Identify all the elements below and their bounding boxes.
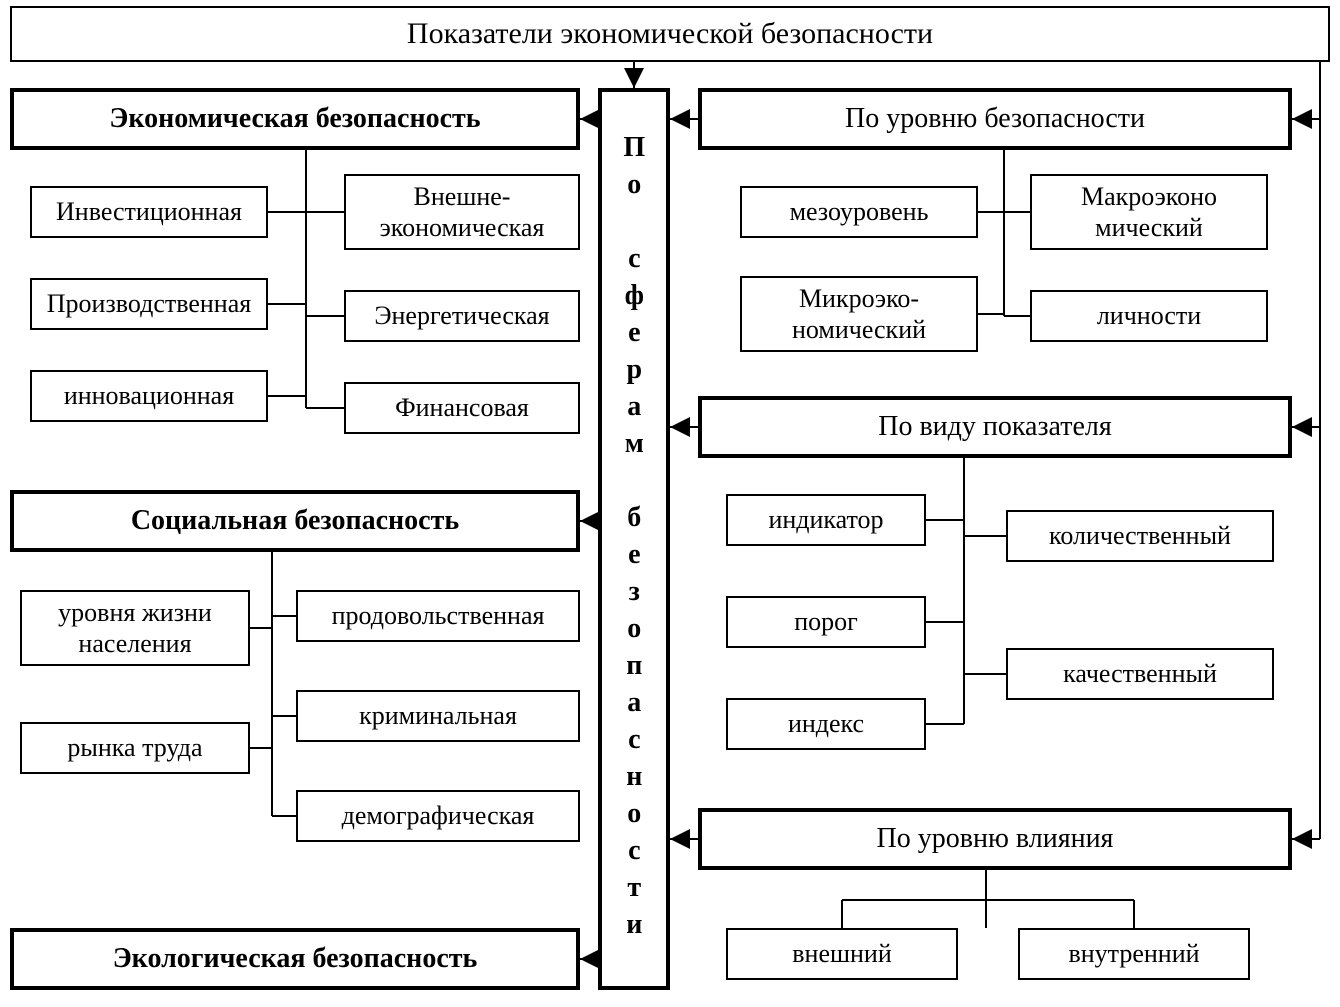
node-macro: Макроэконо мический <box>1030 174 1268 250</box>
node-index: индекс <box>726 698 926 750</box>
node-social: Социальная безопасность <box>10 490 580 552</box>
node-eco: Экологическая безопасность <box>10 928 580 990</box>
node-econ: Экономическая безопасность <box>10 88 580 150</box>
node-title: Показатели экономической безопасности <box>10 6 1330 62</box>
node-energy: Энергетическая <box>344 290 580 342</box>
node-internal: внутренний <box>1018 928 1250 980</box>
node-demo: демографическая <box>296 790 580 842</box>
node-influence: По уровню влияния <box>698 808 1292 870</box>
node-innov: инновационная <box>30 370 268 422</box>
node-external: внешний <box>726 928 958 980</box>
node-finance: Финансовая <box>344 382 580 434</box>
node-foreign: Внешне- экономическая <box>344 174 580 250</box>
node-micro: Микроэко- номический <box>740 276 978 352</box>
node-person: личности <box>1030 290 1268 342</box>
node-living: уровня жизни населения <box>20 590 250 666</box>
node-meso: мезоуровень <box>740 186 978 238</box>
node-prod: Производственная <box>30 278 268 330</box>
node-crime: криминальная <box>296 690 580 742</box>
node-threshold: порог <box>726 596 926 648</box>
node-invest: Инвестиционная <box>30 186 268 238</box>
node-level: По уровню безопасности <box>698 88 1292 150</box>
node-spine: По сферам безопасности <box>598 88 670 990</box>
node-quant: количественный <box>1006 510 1274 562</box>
node-qual: качественный <box>1006 648 1274 700</box>
node-labor: рынка труда <box>20 722 250 774</box>
node-indicator: индикатор <box>726 494 926 546</box>
node-food: продовольственная <box>296 590 580 642</box>
node-kind: По виду показателя <box>698 396 1292 458</box>
